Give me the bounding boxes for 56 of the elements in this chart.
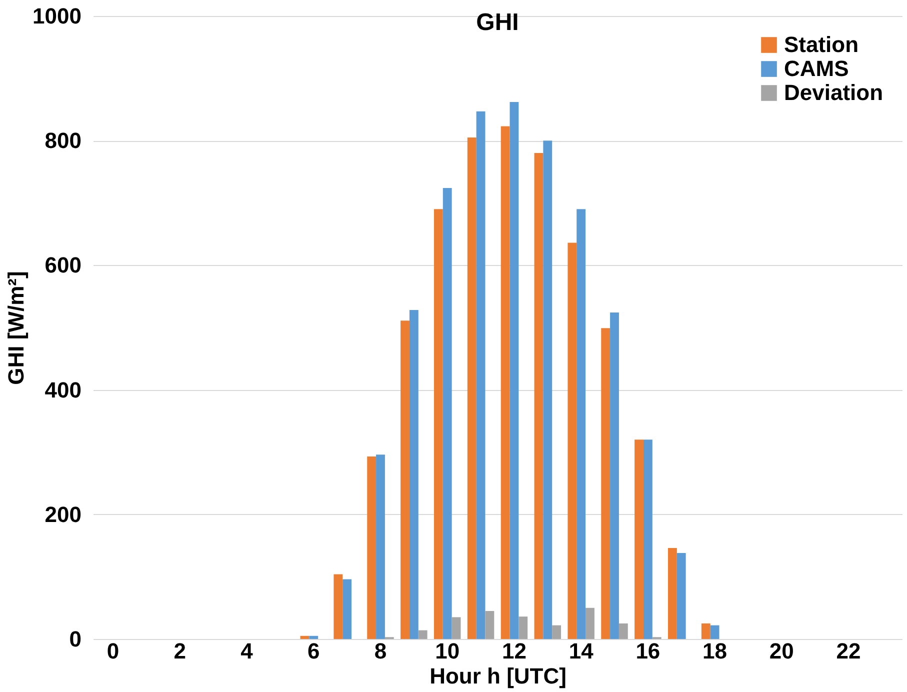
- bar: [534, 153, 544, 639]
- bar: [467, 137, 476, 639]
- x-tick-label: 18: [702, 638, 728, 664]
- bar: [586, 608, 594, 639]
- bar: [618, 623, 628, 639]
- bar: [518, 616, 528, 639]
- bar: [309, 636, 318, 639]
- bar: [334, 574, 343, 639]
- x-tick-label: 8: [374, 638, 387, 664]
- x-tick-label: 14: [568, 638, 594, 664]
- x-tick-label: 22: [836, 638, 861, 664]
- bar: [610, 312, 619, 639]
- bar: [400, 320, 410, 639]
- bar: [601, 328, 610, 639]
- bar: [442, 188, 452, 639]
- bar: [485, 610, 494, 639]
- bar: [476, 111, 486, 639]
- bar: [568, 242, 577, 639]
- x-tick-label: 16: [636, 638, 660, 664]
- x-tick-label: 10: [435, 638, 460, 664]
- bar: [668, 548, 677, 639]
- y-tick-label: 400: [44, 377, 82, 402]
- x-tick-label: 0: [106, 638, 120, 664]
- bar: [434, 209, 443, 639]
- y-tick-label: 200: [44, 502, 82, 527]
- bar: [367, 456, 376, 639]
- legend-label: Deviation: [784, 80, 884, 105]
- bar: [676, 553, 686, 639]
- bar: [300, 636, 310, 639]
- x-tick-label: 2: [174, 638, 186, 664]
- bar: [552, 625, 562, 639]
- x-axis-title: Hour h [UTC]: [430, 664, 566, 688]
- bar: [409, 310, 418, 639]
- bar: [452, 617, 461, 639]
- x-tick-label: 20: [769, 638, 794, 664]
- bar: [643, 440, 652, 639]
- chart-title: GHI: [476, 9, 519, 36]
- y-tick-label: 600: [44, 252, 82, 278]
- bar: [500, 126, 510, 639]
- bar: [710, 625, 720, 639]
- y-axis-title: GHI [W/m²]: [4, 271, 29, 385]
- bar: [342, 579, 352, 639]
- bar: [576, 209, 586, 639]
- bar: [510, 102, 519, 639]
- legend-label: CAMS: [784, 56, 849, 81]
- x-tick-label: 4: [240, 638, 254, 664]
- x-tick-label: 6: [308, 638, 320, 664]
- bar: [701, 623, 710, 639]
- y-tick-label: 1000: [32, 4, 82, 28]
- legend-label: Station: [784, 32, 859, 57]
- y-tick-label: 800: [44, 128, 82, 154]
- bar: [418, 630, 428, 639]
- x-tick-label: 12: [502, 638, 526, 664]
- bar: [634, 440, 644, 639]
- bar: [376, 454, 385, 639]
- bar: [543, 140, 552, 639]
